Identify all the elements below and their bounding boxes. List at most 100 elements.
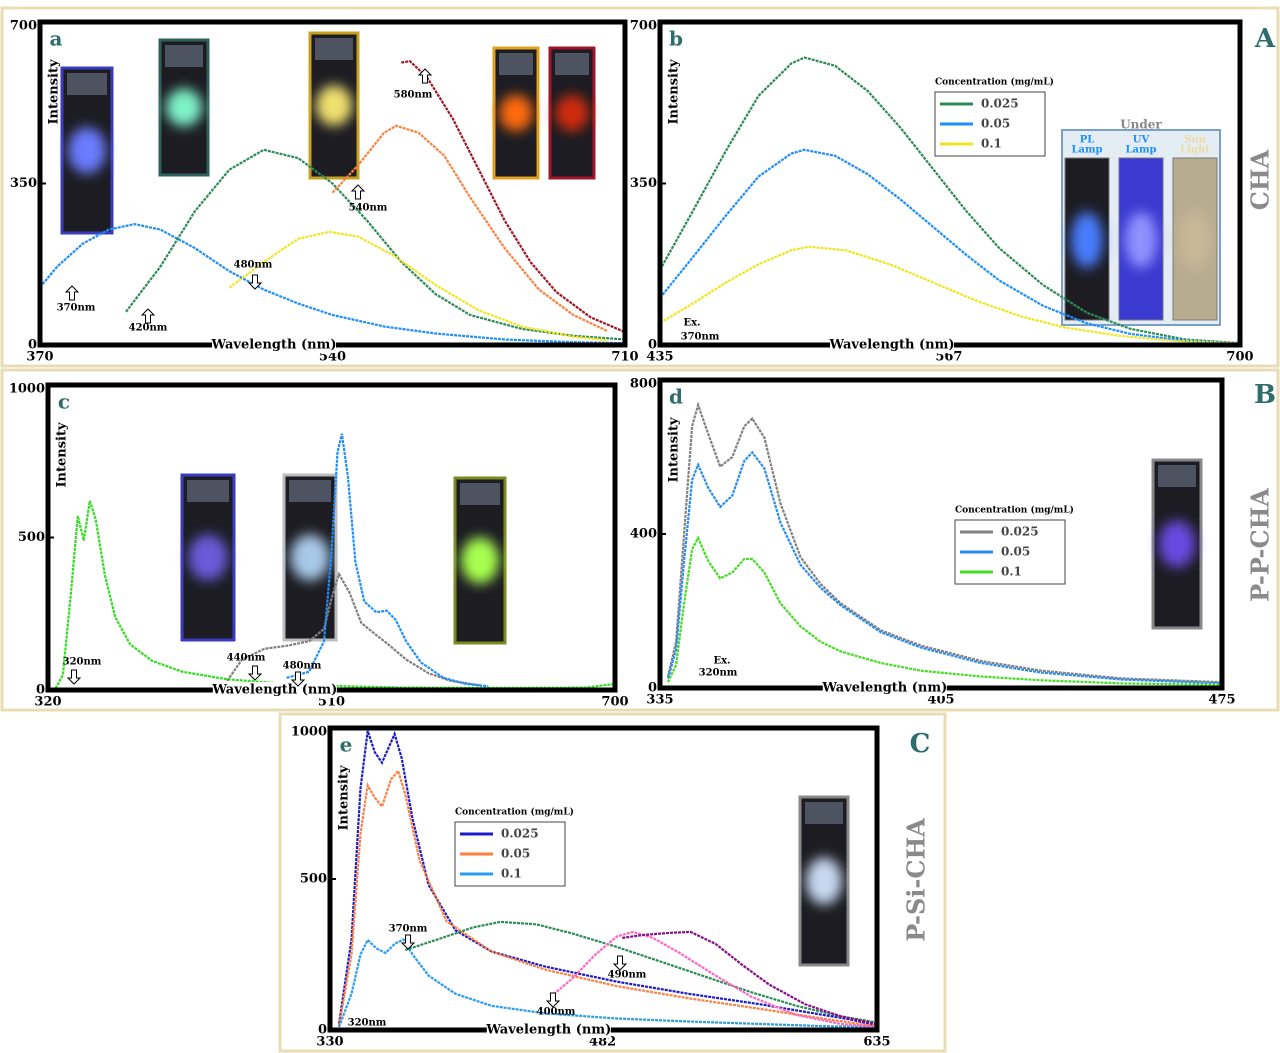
section-letter: A [1254, 24, 1276, 54]
y-tick-label: 400 [630, 527, 657, 542]
inset-cap [555, 53, 589, 75]
y-tick-label: 1000 [291, 725, 327, 740]
inset-label: Lamp [1125, 145, 1156, 156]
x-tick-label: 330 [316, 1035, 343, 1050]
series-line [668, 452, 1222, 683]
annotation: 320nm [63, 657, 102, 668]
panel-letter: a [50, 27, 63, 51]
inset-cap [187, 480, 229, 502]
x-axis-title: Wavelength (nm) [211, 683, 337, 698]
panel-letter: e [340, 733, 353, 757]
inset-label: Light [1180, 145, 1210, 156]
inset-label: Lamp [1071, 145, 1102, 156]
inset-glow [166, 89, 202, 127]
annotation: 480nm [234, 260, 273, 271]
section-letter: B [1254, 380, 1276, 410]
y-tick-label: 700 [10, 19, 37, 34]
panel-letter: c [58, 390, 70, 414]
x-tick-label: 635 [863, 1035, 890, 1050]
arrow [614, 956, 626, 970]
inset-cap [165, 45, 203, 67]
annotation: 440nm [227, 653, 266, 664]
series-line [339, 731, 877, 1026]
annotation: 490nm [608, 970, 647, 981]
legend-title: Concentration (mg/mL) [455, 807, 574, 818]
inset-cap [460, 483, 500, 505]
inset-cap [499, 53, 533, 75]
legend-label: 0.1 [1001, 565, 1022, 579]
panel-letter: d [669, 385, 683, 409]
annotation: 320nm [348, 1018, 387, 1029]
y-axis-title: Intensity [337, 765, 352, 831]
y-tick-label: 500 [300, 872, 327, 887]
plot-frame [660, 380, 1222, 688]
x-axis-title: Wavelength (nm) [829, 338, 955, 353]
inset-glow [1179, 212, 1211, 268]
legend-title: Concentration (mg/mL) [935, 77, 1054, 88]
annotation: 370nm [57, 303, 96, 314]
inset-cap [315, 38, 353, 60]
y-tick-label: 350 [10, 176, 37, 191]
inset-glow [499, 95, 532, 131]
annotation: 420nm [129, 323, 168, 334]
panel-letter: b [669, 27, 683, 51]
series-line [229, 232, 608, 341]
inset-glow [555, 95, 588, 131]
annotation: 400nm [537, 1007, 576, 1018]
inset-glow [188, 534, 228, 580]
arrow [249, 666, 261, 680]
arrow [402, 935, 414, 949]
x-tick-label: 700 [601, 695, 628, 710]
arrow [68, 670, 80, 684]
legend-label: 0.1 [501, 867, 522, 881]
x-axis-title: Wavelength (nm) [821, 681, 947, 696]
annotation: Ex. [683, 318, 700, 329]
legend-label: 0.025 [501, 827, 539, 841]
arrow [66, 286, 78, 300]
y-axis-title: Intensity [55, 422, 70, 488]
legend-title: Concentration (mg/mL) [955, 505, 1074, 516]
x-tick-label: 700 [1226, 350, 1253, 365]
annotation: 320nm [699, 668, 738, 679]
annotation: 370nm [681, 332, 720, 343]
inset-glow [461, 537, 499, 583]
x-tick-label: 475 [1208, 693, 1235, 708]
inset-glow [1125, 212, 1157, 268]
inset-glow [1159, 520, 1195, 567]
x-tick-label: 370 [26, 350, 53, 365]
legend-label: 0.05 [1001, 545, 1030, 559]
inset-cap [67, 73, 107, 95]
series-line [339, 771, 877, 1027]
x-axis-title: Wavelength (nm) [485, 1023, 611, 1038]
inset-glow [68, 127, 106, 173]
series-line [668, 405, 1222, 682]
series-line [227, 574, 481, 685]
figure: A CHA B P-P-CHA C P-Si-CHA 0350700370540… [0, 0, 1280, 1053]
inset-glow [290, 534, 330, 580]
section-letter: C [910, 729, 931, 759]
inset-cap [289, 480, 331, 502]
annotation: Ex. [713, 656, 730, 667]
section-label: P-P-CHA [1246, 488, 1275, 602]
arrow [547, 993, 559, 1007]
inset-glow [806, 857, 842, 904]
y-tick-label: 500 [18, 530, 45, 545]
inset-cap [805, 802, 843, 824]
y-axis-title: Intensity [667, 417, 682, 483]
legend-label: 0.05 [981, 117, 1010, 131]
arrow [352, 185, 364, 199]
series-line [668, 538, 1222, 685]
legend-label: 0.05 [501, 847, 530, 861]
annotation: 480nm [283, 661, 322, 672]
y-axis-title: Intensity [667, 59, 682, 125]
inset-glow [1071, 212, 1103, 268]
y-tick-label: 800 [630, 377, 657, 392]
y-tick-label: 1000 [9, 382, 45, 397]
legend-label: 0.025 [1001, 525, 1039, 539]
x-tick-label: 320 [34, 695, 61, 710]
annotation: 540nm [349, 203, 388, 214]
x-tick-label: 435 [646, 350, 673, 365]
x-tick-label: 335 [646, 693, 673, 708]
annotation: 580nm [394, 90, 433, 101]
x-tick-label: 710 [611, 350, 638, 365]
